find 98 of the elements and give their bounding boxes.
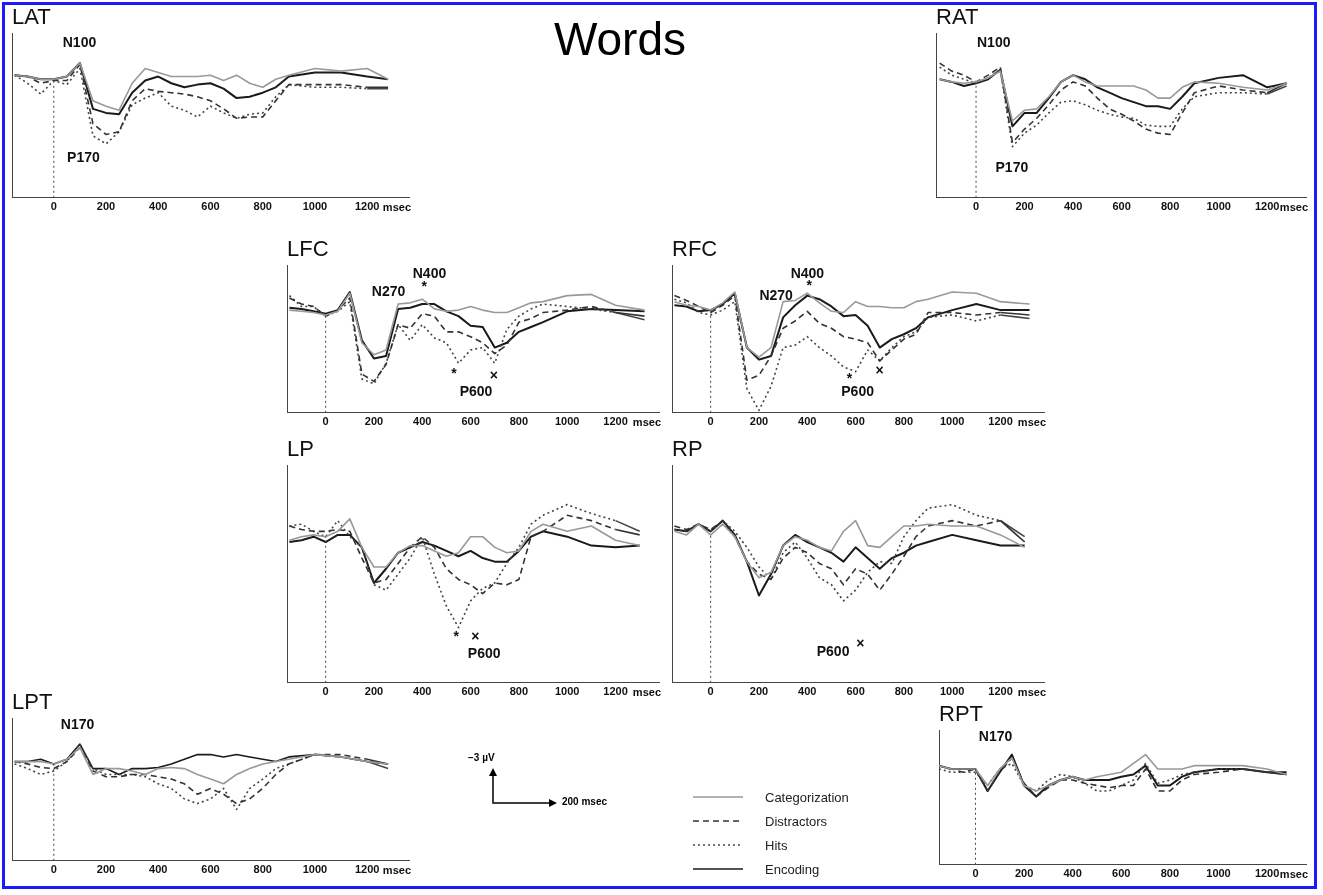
text: −3 µV [468, 752, 495, 763]
annotation: * [451, 365, 458, 382]
text: N170 [978, 727, 1013, 744]
x-tick-label: 800 [253, 863, 272, 876]
annotation: P170 [995, 159, 1029, 176]
x-tick-label: 200 [364, 685, 384, 698]
chart-title: LPT [12, 689, 53, 715]
x-tick-label: 200 [749, 415, 769, 428]
chart-title: RPT [939, 701, 983, 727]
x-tick-label: 200 [1014, 867, 1034, 880]
x-tick-label: 200 [749, 685, 769, 698]
annotation: × [489, 366, 498, 383]
x-tick-label: 600 [846, 415, 865, 428]
x-tick-label: 0 [322, 685, 329, 698]
x-tick-label: 600 [846, 685, 865, 698]
x-tick-label: 1000 [1206, 200, 1231, 213]
x-tick-label: 600 [1112, 200, 1131, 213]
x-tick-label: 1200 [354, 863, 380, 876]
x-tick-label: 600 [1112, 867, 1131, 880]
annotation: * [453, 628, 460, 645]
annotation: N270 [759, 287, 794, 304]
x-tick-label: 600 [201, 863, 220, 876]
annotation: P600 [459, 383, 493, 400]
x-tick-label: 800 [253, 200, 272, 213]
x-tick-label: 1000 [302, 863, 328, 876]
x-tick-label: 0 [707, 415, 714, 428]
text: N170 [60, 716, 95, 733]
x-tick-label: 1200 [603, 685, 628, 698]
legend-label: Encoding [765, 861, 820, 877]
x-tick-label: 1000 [939, 685, 965, 698]
text: 200 msec [562, 796, 608, 807]
x-tick-label: 0 [50, 863, 57, 876]
annotation: × [875, 362, 884, 379]
legend-label: Hits [765, 837, 788, 853]
x-axis-title: msec [382, 864, 411, 877]
x-tick-label: 800 [1160, 200, 1180, 213]
x-tick-label: 0 [972, 867, 979, 880]
x-tick-label: 1200 [988, 415, 1013, 428]
annotation: N270 [371, 282, 406, 299]
chart-title: LFC [287, 236, 329, 262]
annotation: P600 [467, 645, 501, 662]
x-tick-label: 1000 [1206, 867, 1231, 880]
x-axis-title: msec [632, 416, 661, 429]
chart-title: LAT [12, 4, 51, 30]
text: Words [552, 12, 688, 66]
x-tick-label: 1200 [988, 685, 1013, 698]
annotation: × [471, 628, 480, 645]
x-tick-label: 0 [972, 200, 980, 213]
x-axis-title: msec [1279, 201, 1308, 214]
annotation: P600 [841, 383, 875, 400]
chart-title: LP [287, 436, 314, 462]
chart-title: RP [672, 436, 703, 462]
x-tick-label: 400 [149, 863, 168, 876]
x-tick-label: 200 [96, 863, 116, 876]
x-tick-label: 200 [96, 200, 116, 213]
x-axis-title: msec [382, 201, 411, 214]
chart-title: RFC [672, 236, 718, 262]
text: N100 [62, 34, 97, 51]
chart-title: RAT [936, 4, 979, 30]
x-tick-label: 400 [1063, 867, 1082, 880]
x-axis-title: msec [1279, 868, 1308, 881]
x-tick-label: 600 [461, 685, 480, 698]
x-tick-label: 800 [1160, 867, 1180, 880]
x-tick-label: 400 [798, 685, 817, 698]
x-tick-label: 0 [707, 685, 714, 698]
x-axis-title: msec [1017, 416, 1046, 429]
x-tick-label: 600 [201, 200, 220, 213]
x-tick-label: 1000 [554, 685, 580, 698]
x-tick-label: 0 [50, 200, 57, 213]
x-tick-label: 800 [509, 415, 529, 428]
annotation: * [846, 369, 853, 386]
x-tick-label: 1000 [939, 415, 965, 428]
x-tick-label: 1200 [354, 200, 380, 213]
x-axis-title: msec [1017, 686, 1046, 699]
annotation: P600 [816, 643, 850, 660]
x-tick-label: 200 [1015, 200, 1034, 213]
annotation: P170 [67, 149, 101, 166]
x-tick-label: 1200 [1254, 867, 1280, 880]
x-tick-label: 1200 [1254, 200, 1280, 213]
annotation: × [856, 634, 865, 651]
x-tick-label: 0 [322, 415, 329, 428]
x-tick-label: 400 [1063, 200, 1083, 213]
x-tick-label: 800 [894, 685, 914, 698]
x-tick-label: 800 [894, 415, 914, 428]
x-tick-label: 800 [509, 685, 529, 698]
x-axis-title: msec [632, 686, 661, 699]
x-tick-label: 1200 [603, 415, 628, 428]
legend-label: Categorization [765, 789, 849, 805]
x-tick-label: 1000 [554, 415, 580, 428]
x-tick-label: 400 [413, 415, 432, 428]
x-tick-label: 400 [149, 200, 168, 213]
x-tick-label: 400 [413, 685, 432, 698]
x-tick-label: 1000 [302, 200, 328, 213]
x-tick-label: 200 [364, 415, 384, 428]
legend-label: Distractors [765, 813, 828, 829]
x-tick-label: 400 [798, 415, 817, 428]
x-tick-label: 600 [461, 415, 480, 428]
text: N100 [976, 34, 1011, 51]
